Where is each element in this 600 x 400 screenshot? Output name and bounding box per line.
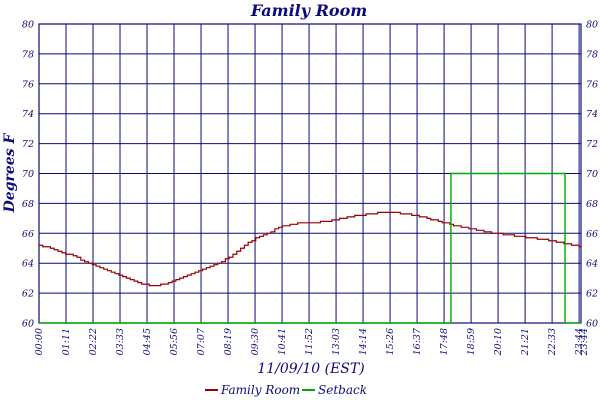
y-tick-label-right: 66 [586, 229, 598, 240]
series-line-setback [39, 172, 581, 324]
y-tick-label-left: 72 [22, 139, 34, 150]
x-axis-label: 11/09/10 (EST) [257, 361, 364, 377]
x-tick-label: 14:14 [358, 328, 369, 355]
y-tick-label-left: 80 [22, 20, 34, 31]
x-tick-label: 07:07 [196, 327, 207, 355]
y-tick-label-right: 78 [586, 49, 598, 60]
y-tick-label-left: 68 [22, 199, 34, 210]
x-tick-label: 18:59 [466, 328, 477, 355]
y-tick-label-right: 62 [586, 289, 598, 300]
y-ticks-left: 60 62 64 66 68 70 72 74 76 78 80 [22, 20, 34, 330]
y-tick-label-right: 64 [586, 259, 598, 270]
y-tick-label-left: 66 [22, 229, 34, 240]
x-tick-label: 08:19 [223, 328, 234, 355]
x-tick-label: 04:45 [142, 328, 153, 355]
x-tick-label: 17:48 [439, 328, 450, 355]
x-ticks: 00:00 01:11 02:22 03:33 04:45 05:56 07:07 08:19… [34, 327, 590, 356]
y-tick-label-left: 76 [22, 79, 34, 90]
y-tick-label-right: 60 [586, 319, 598, 330]
x-tick-label: 11:52 [304, 328, 315, 355]
y-tick-label-left: 74 [22, 109, 34, 120]
legend: Family Room Setback [205, 383, 367, 397]
series-layer [39, 172, 581, 324]
y-tick-label-left: 62 [22, 289, 34, 300]
legend-label: Family Room [220, 383, 300, 397]
y-tick-label-right: 76 [586, 79, 598, 90]
y-tick-label-left: 70 [22, 169, 34, 180]
x-tick-label: 15:26 [385, 328, 396, 355]
y-tick-label-left: 64 [22, 259, 34, 270]
x-tick-label: 09:30 [250, 328, 261, 355]
x-tick-label: 10:41 [277, 328, 288, 355]
y-tick-label-left: 60 [22, 319, 34, 330]
x-tick-label: 05:56 [169, 328, 180, 355]
x-tick-label: 02:22 [88, 328, 99, 355]
grid [38, 23, 582, 324]
x-tick-label: 20:10 [493, 328, 504, 356]
x-tick-label: 21:21 [520, 328, 531, 356]
x-tick-label: 01:11 [61, 328, 72, 355]
legend-label: Setback [318, 383, 367, 397]
x-tick-label: 22:33 [547, 328, 558, 356]
series-line-family-room [39, 211, 581, 287]
y-tick-label-right: 80 [586, 20, 598, 31]
x-tick-label: 23:44 [579, 328, 590, 356]
x-tick-label: 23:44 [574, 328, 585, 356]
y-tick-label-right: 74 [586, 109, 598, 120]
x-tick-label: 13:03 [331, 328, 342, 355]
y-tick-label-right: 72 [586, 139, 598, 150]
x-tick-label: 00:00 [34, 328, 45, 355]
y-axis-label: Degrees F [2, 133, 18, 214]
y-tick-label-right: 68 [586, 199, 598, 210]
y-tick-label-right: 70 [586, 169, 598, 180]
x-tick-label: 16:37 [412, 327, 423, 355]
x-tick-label: 03:33 [115, 328, 126, 355]
y-ticks-right: 60 62 64 66 68 70 72 74 76 78 80 [586, 20, 598, 330]
y-tick-label-left: 78 [22, 49, 34, 60]
chart-title: Family Room [250, 1, 367, 20]
